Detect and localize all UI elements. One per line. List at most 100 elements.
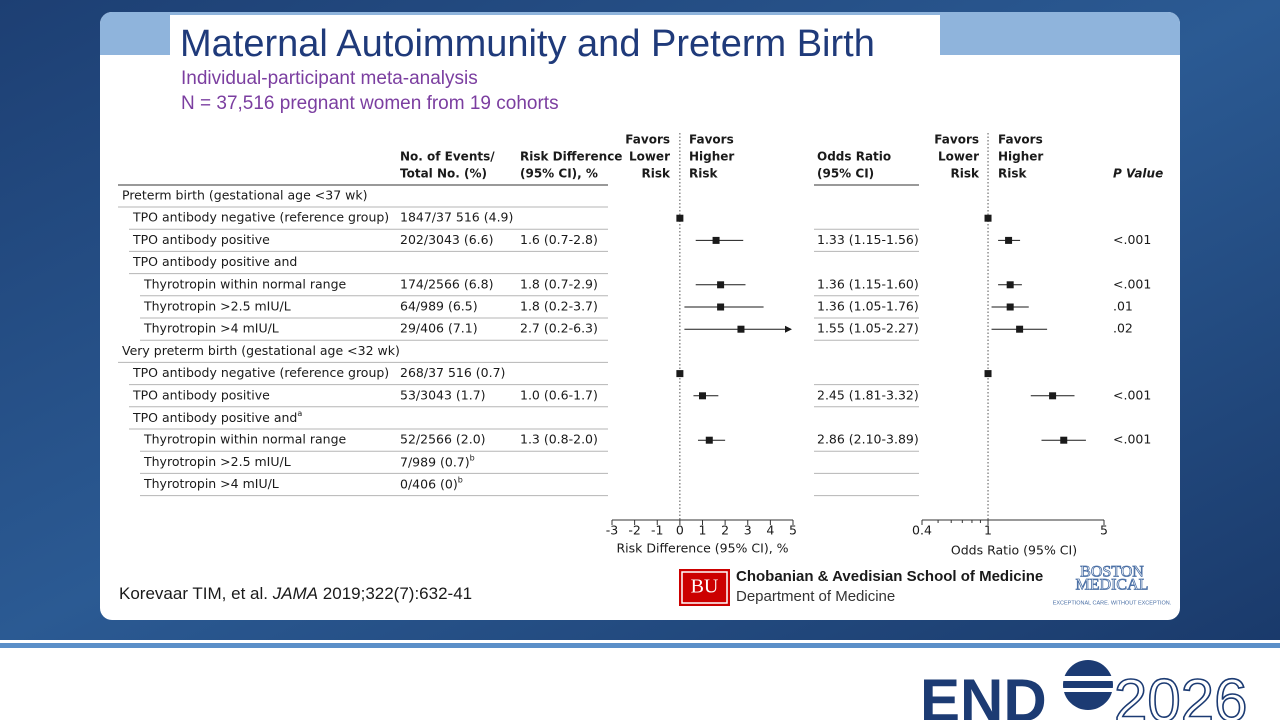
odds-ratio: 1.55 (1.05-2.27) — [817, 321, 919, 336]
x-tick-label: 3 — [744, 523, 752, 538]
odds-ratio: 1.36 (1.15-1.60) — [817, 276, 919, 291]
citation-authors: Korevaar TIM, et al. — [119, 584, 268, 603]
point-estimate — [1060, 436, 1068, 444]
row-label: Preterm birth (gestational age <37 wk) — [122, 188, 367, 203]
row-label: Thyrotropin >4 mIU/L — [143, 476, 279, 491]
events: 53/3043 (1.7) — [400, 387, 486, 402]
events: 7/989 (0.7)b — [400, 453, 475, 469]
x-axis-title: Risk Difference (95% CI), % — [616, 541, 788, 556]
events: 0/406 (0)b — [400, 475, 463, 491]
column-header: (95% CI) — [817, 167, 874, 181]
events: 29/406 (7.1) — [400, 321, 478, 336]
point-estimate — [984, 370, 992, 378]
point-estimate — [984, 214, 992, 222]
citation-journal: JAMA — [272, 584, 318, 603]
event-globe — [1060, 660, 1116, 710]
column-header: Lower — [629, 150, 670, 164]
p-value: <.001 — [1113, 276, 1151, 291]
column-header: Favors — [625, 133, 670, 147]
events: 64/989 (6.5) — [400, 299, 478, 314]
column-header: Favors — [998, 133, 1043, 147]
column-header: Risk — [642, 167, 671, 181]
school-name: Chobanian & Avedisian School of Medicine — [736, 568, 1043, 585]
row-label: TPO antibody positive — [132, 387, 270, 402]
subtitle: N = 37,516 pregnant women from 19 cohort… — [181, 93, 559, 114]
x-tick-label: -2 — [628, 523, 640, 538]
odds-ratio: 1.33 (1.15-1.56) — [817, 232, 919, 247]
x-tick-label: 0 — [676, 523, 684, 538]
x-tick-label: 1 — [699, 523, 707, 538]
point-estimate — [1006, 303, 1014, 311]
column-header: (95% CI), % — [520, 167, 598, 181]
point-estimate — [676, 370, 684, 378]
odds-ratio: 2.45 (1.81-3.32) — [817, 387, 919, 402]
row-label: Thyrotropin >2.5 mIU/L — [143, 299, 291, 314]
p-value: <.001 — [1113, 232, 1151, 247]
x-tick-label: 1 — [984, 523, 992, 538]
column-header: Favors — [934, 133, 979, 147]
point-estimate — [1016, 325, 1024, 333]
point-estimate — [676, 214, 684, 222]
x-tick-label: 2 — [721, 523, 729, 538]
point-estimate — [699, 392, 706, 400]
x-tick-label: 0.4 — [912, 523, 932, 538]
p-value: .01 — [1113, 299, 1133, 314]
risk-difference: 2.7 (0.2-6.3) — [520, 321, 598, 336]
card — [100, 12, 1180, 620]
events: 202/3043 (6.6) — [400, 232, 494, 247]
bu-logo-frame — [681, 571, 728, 604]
row-label: TPO antibody positive anda — [132, 409, 302, 425]
events-text: 7/989 (0.7) — [400, 454, 470, 469]
globe — [1063, 660, 1113, 710]
risk-difference: 1.0 (0.6-1.7) — [520, 387, 598, 402]
department-name: Department of Medicine — [736, 588, 895, 605]
footer-rule — [0, 643, 1280, 648]
p-value: <.001 — [1113, 432, 1151, 447]
point-estimate — [712, 236, 720, 244]
column-header: Risk Difference — [520, 150, 622, 164]
column-header: Risk — [951, 167, 980, 181]
row-label: Very preterm birth (gestational age <32 … — [122, 343, 400, 358]
risk-difference: 1.8 (0.7-2.9) — [520, 276, 598, 291]
events-text: 0/406 (0) — [400, 476, 458, 491]
globe-stripe — [1060, 688, 1116, 692]
title: Maternal Autoimmunity and Preterm Birth — [180, 23, 875, 65]
column-header: Higher — [689, 150, 734, 164]
column-header: Risk — [689, 167, 718, 181]
row-label: Thyrotropin >2.5 mIU/L — [143, 454, 291, 469]
ci-arrow — [785, 325, 792, 333]
superscript: a — [297, 409, 302, 418]
events: 268/37 516 (0.7) — [400, 365, 505, 380]
x-axis-title: Odds Ratio (95% CI) — [951, 543, 1077, 558]
column-header: Risk — [998, 167, 1027, 181]
row-label-text: TPO antibody positive and — [132, 410, 297, 425]
point-estimate — [1049, 392, 1057, 400]
x-tick-label: 4 — [766, 523, 774, 538]
hospital-tagline: EXCEPTIONAL CARE. WITHOUT EXCEPTION. — [1053, 600, 1172, 606]
x-tick-label: 5 — [789, 523, 797, 538]
superscript: b — [470, 453, 475, 462]
row-label: TPO antibody positive — [132, 232, 270, 247]
p-value: <.001 — [1113, 387, 1151, 402]
column-header: Favors — [689, 133, 734, 147]
odds-ratio: 1.36 (1.05-1.76) — [817, 299, 919, 314]
events: 1847/37 516 (4.9) — [400, 210, 513, 225]
title-box — [170, 15, 940, 60]
odds-ratio: 2.86 (2.10-3.89) — [817, 432, 919, 447]
row-label: Thyrotropin within normal range — [143, 432, 347, 447]
column-header: Total No. (%) — [400, 167, 487, 181]
x-tick-label: -1 — [651, 523, 663, 538]
point-estimate — [705, 436, 713, 444]
point-estimate — [717, 303, 725, 311]
event-name: END — [920, 667, 1047, 720]
point-estimate — [1006, 281, 1014, 289]
citation: Korevaar TIM, et al. JAMA 2019;322(7):63… — [119, 584, 472, 603]
column-header: Lower — [938, 150, 979, 164]
x-tick-label: 5 — [1100, 523, 1108, 538]
risk-difference: 1.6 (0.7-2.8) — [520, 232, 598, 247]
risk-difference: 1.8 (0.2-3.7) — [520, 299, 598, 314]
column-header: Higher — [998, 150, 1043, 164]
citation-rest: 2019;322(7):632-41 — [323, 584, 472, 603]
